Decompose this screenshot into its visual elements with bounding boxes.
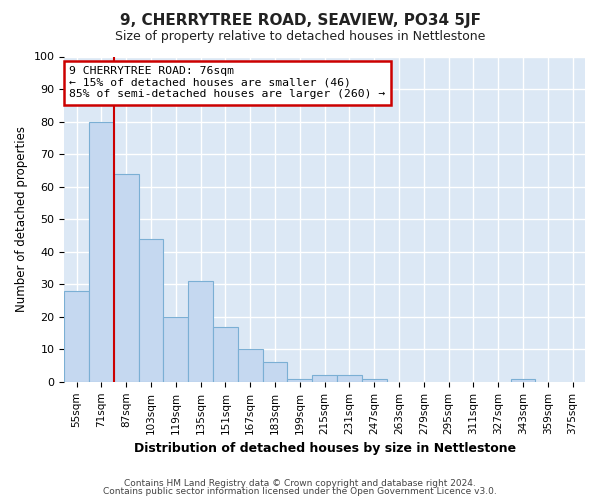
Bar (139, 238, 163, 382)
Bar (238, 350, 263, 382)
Bar (163, 317, 188, 382)
Bar (114, 174, 139, 382)
Bar (511, 378, 535, 382)
Text: Size of property relative to detached houses in Nettlestone: Size of property relative to detached ho… (115, 30, 485, 43)
Bar (64, 290, 89, 382)
Bar (188, 281, 213, 382)
Bar (213, 326, 238, 382)
Bar (362, 378, 386, 382)
Bar (89, 122, 114, 382)
Bar (337, 376, 362, 382)
X-axis label: Distribution of detached houses by size in Nettlestone: Distribution of detached houses by size … (134, 442, 516, 455)
Bar (312, 376, 337, 382)
Bar (263, 362, 287, 382)
Text: Contains public sector information licensed under the Open Government Licence v3: Contains public sector information licen… (103, 488, 497, 496)
Text: 9, CHERRYTREE ROAD, SEAVIEW, PO34 5JF: 9, CHERRYTREE ROAD, SEAVIEW, PO34 5JF (119, 12, 481, 28)
Text: 9 CHERRYTREE ROAD: 76sqm
← 15% of detached houses are smaller (46)
85% of semi-d: 9 CHERRYTREE ROAD: 76sqm ← 15% of detach… (70, 66, 386, 100)
Bar (287, 378, 312, 382)
Text: Contains HM Land Registry data © Crown copyright and database right 2024.: Contains HM Land Registry data © Crown c… (124, 478, 476, 488)
Y-axis label: Number of detached properties: Number of detached properties (15, 126, 28, 312)
